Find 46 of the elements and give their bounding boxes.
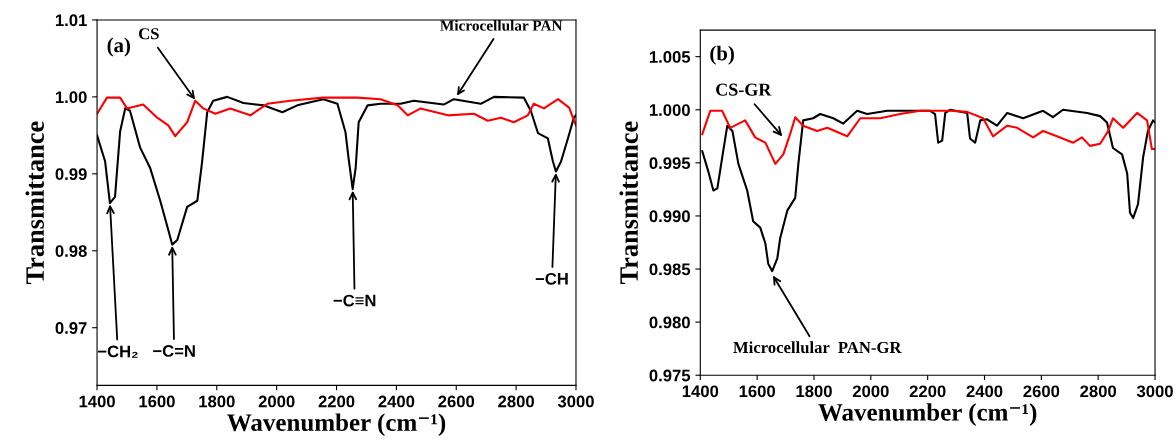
annotation: −C≡N	[333, 294, 376, 307]
y-tick-label: 1.01	[55, 14, 87, 27]
annotation: Microcellular PAN-GR	[733, 341, 902, 354]
y-tick-label: 0.98	[55, 245, 87, 257]
x-tick-label: 2800	[1080, 385, 1117, 398]
y-tick-label: 0.975	[649, 369, 691, 382]
annotation: (b)	[710, 45, 734, 65]
line-series	[97, 96, 576, 138]
x-tick-label: 2200	[318, 395, 355, 408]
annotation: −CH₂	[98, 345, 138, 358]
annotation: Microcellular PAN	[440, 20, 563, 31]
x-tick-label: 2000	[258, 395, 295, 408]
x-axis-title: Wavenumber (cm⁻¹)	[227, 413, 446, 437]
line-series	[701, 109, 1156, 165]
y-axis-title: Transmittance	[619, 121, 638, 285]
y-tick-label: 1.000	[649, 104, 690, 116]
y-tick-label: 0.985	[649, 263, 691, 276]
x-tick-label: 3000	[557, 395, 594, 408]
x-tick-label: 1600	[139, 395, 175, 408]
annotation: −C=N	[153, 345, 195, 357]
x-axis-title: Wavenumber (cm⁻¹)	[818, 403, 1037, 426]
annotation: (a)	[107, 37, 131, 57]
x-tick-label: 2000	[852, 385, 889, 398]
x-tick-label: 2400	[966, 385, 1003, 398]
x-tick-label: 1400	[682, 385, 719, 398]
x-tick-label: 2600	[1023, 385, 1060, 398]
annotation: −CH	[535, 272, 568, 285]
y-tick-label: 0.990	[649, 210, 690, 223]
y-tick-label: 1.00	[55, 91, 87, 104]
y-tick-label: 0.995	[649, 157, 691, 170]
x-tick-label: 1800	[199, 395, 235, 408]
x-tick-label: 3000	[1136, 385, 1173, 398]
y-tick-label: 1.005	[649, 51, 691, 63]
y-tick-label: 0.97	[55, 322, 87, 334]
x-tick-label: 2200	[909, 385, 946, 398]
annotation: CS	[139, 28, 159, 40]
y-tick-label: 0.99	[55, 168, 87, 181]
y-tick-label: 0.980	[649, 316, 690, 329]
x-tick-label: 2600	[438, 395, 475, 408]
x-tick-label: 2800	[498, 395, 534, 408]
annotation: CS-GR	[716, 83, 772, 96]
x-tick-label: 1600	[739, 385, 775, 398]
x-tick-label: 1800	[796, 385, 832, 398]
x-tick-label: 2400	[378, 395, 415, 408]
y-axis-title: Transmittance	[25, 121, 44, 285]
x-tick-label: 1400	[79, 395, 115, 408]
